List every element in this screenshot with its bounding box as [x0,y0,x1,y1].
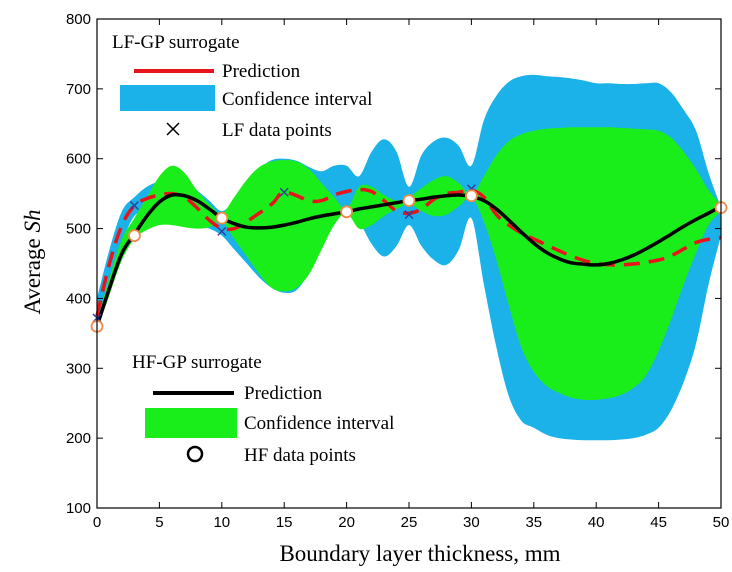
lf-legend-ci-swatch [120,85,215,111]
hf-legend-points-label: HF data points [244,445,356,466]
hf-legend-title: HF-GP surrogate [132,352,262,373]
lf-legend: LF-GP surrogate Prediction Confidence in… [112,32,372,141]
x-tick-label: 50 [713,514,730,531]
x-tick-label: 40 [588,514,605,531]
y-tick-label: 500 [66,221,91,238]
y-axis-title-symbol: Sh [20,210,45,233]
hf-data-point [402,194,416,208]
lf-data-point [279,187,289,197]
y-tick-label: 400 [66,290,91,307]
hf-legend-points-marker [186,445,204,463]
y-tick-label: 700 [66,81,91,98]
hf-data-point [340,205,354,219]
x-tick-label: 20 [338,514,355,531]
hf-confidence-band [97,127,721,400]
x-tick-label: 30 [463,514,480,531]
y-tick-label: 200 [66,430,91,447]
ticks-layer: 0 5 10 15 20 25 30 35 40 45 50 100 200 300 400 500 600 70… [66,11,729,531]
y-tick-label: 300 [66,360,91,377]
hf-legend-ci-label: Confidence interval [244,413,394,434]
x-tick-label: 15 [276,514,293,531]
lf-data-point [217,226,227,236]
lf-legend-points-label: LF data points [222,120,332,141]
lf-data-point [404,210,414,220]
x-axis-title: Boundary layer thickness, mm [279,541,560,566]
hf-legend-prediction-label: Prediction [244,383,323,404]
x-tick-label: 45 [650,514,667,531]
x-tick-label: 0 [93,514,101,531]
lf-legend-title: LF-GP surrogate [112,32,240,53]
lf-legend-points-marker [166,122,180,136]
lf-legend-prediction-label: Prediction [222,61,301,82]
y-axis-title-prefix: Average [20,233,45,315]
hf-legend-ci-swatch [145,408,237,438]
hf-data-point [215,211,229,225]
y-tick-label: 100 [66,500,91,517]
x-tick-label: 5 [155,514,163,531]
y-tick-label: 800 [66,11,91,28]
x-tick-label: 10 [213,514,230,531]
hf-legend: HF-GP surrogate Prediction Confidence in… [132,352,394,466]
hf-data-point [464,189,478,203]
x-tick-label: 35 [525,514,542,531]
x-tick-label: 25 [401,514,418,531]
lf-data-point [129,201,139,211]
y-axis-title: Average Sh [20,210,45,315]
lf-legend-ci-label: Confidence interval [222,89,372,110]
y-tick-label: 600 [66,151,91,168]
hf-data-point [128,229,141,242]
